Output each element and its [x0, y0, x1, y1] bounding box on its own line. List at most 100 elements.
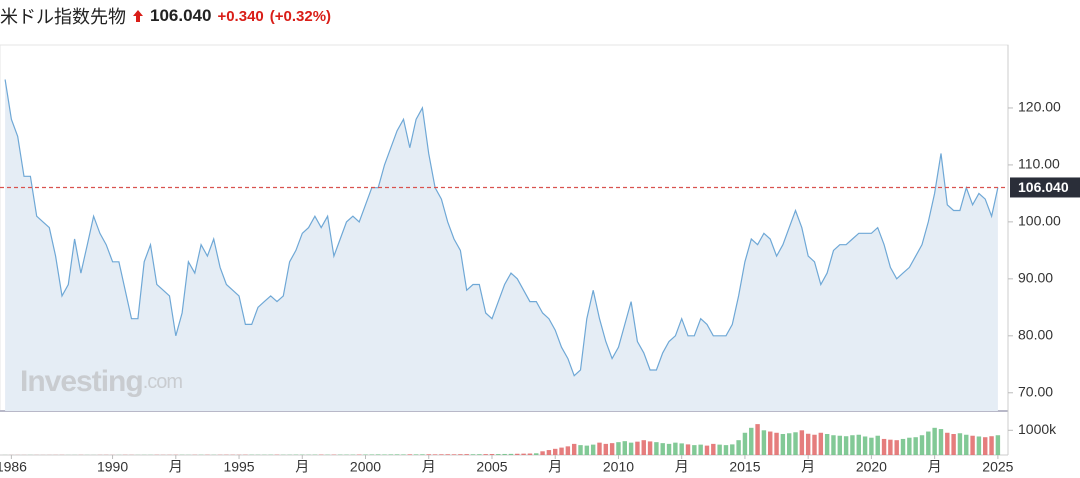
volume-tick-label: 1000k	[1018, 421, 1057, 437]
volume-bar	[805, 433, 811, 455]
volume-bar	[451, 454, 457, 455]
x-tick-label: 2025	[982, 459, 1013, 475]
volume-bar	[768, 431, 773, 455]
watermark-suffix: .com	[143, 371, 183, 393]
volume-bar	[907, 437, 912, 455]
volume-bar	[515, 453, 520, 455]
x-tick-label: 月	[422, 459, 436, 475]
instrument-name: 米ドル指数先物	[0, 7, 126, 28]
x-tick-label: 1990	[97, 459, 128, 475]
volume-bar	[736, 440, 741, 455]
x-tick-label: 月	[928, 459, 942, 475]
volume-bar	[723, 445, 729, 455]
y-tick-label: 70.00	[1018, 383, 1053, 399]
current-price-box	[1010, 177, 1080, 198]
x-tick-label: 2000	[350, 459, 381, 475]
volume-bar	[856, 434, 861, 455]
x-tick-label: 月	[801, 459, 815, 475]
volume-bar	[812, 434, 817, 455]
volume-bar	[742, 432, 748, 455]
volume-bar	[540, 451, 545, 455]
volume-bar	[704, 445, 710, 455]
volume-bar	[913, 437, 918, 455]
volume-bar	[730, 444, 735, 455]
volume-bar	[477, 454, 482, 455]
volume-bar	[831, 435, 836, 455]
volume-bar	[458, 454, 463, 455]
volume-bar	[571, 443, 577, 455]
volume-bar	[818, 432, 824, 455]
volume-bar	[420, 454, 425, 455]
x-tick-label: 月	[169, 459, 183, 475]
volume-bar	[628, 442, 634, 455]
volume-bar	[394, 454, 400, 455]
volume-bar	[824, 434, 830, 455]
volume-bar	[983, 437, 988, 455]
volume-bar	[553, 448, 558, 455]
volume-bar	[445, 454, 450, 455]
volume-bar	[616, 442, 621, 455]
volume-bar	[685, 444, 691, 455]
volume-bar	[698, 444, 703, 455]
volume-bar	[749, 427, 754, 455]
volume-bar	[647, 441, 653, 455]
volume-bar	[407, 454, 412, 455]
volume-bar	[919, 435, 925, 455]
volume-bar	[951, 434, 956, 455]
volume-bar	[432, 454, 438, 455]
x-tick-label: 1986	[0, 459, 27, 475]
volume-bar	[534, 453, 539, 455]
volume-bar	[843, 436, 849, 455]
y-tick-label: 90.00	[1018, 270, 1053, 286]
volume-bar	[660, 443, 665, 455]
volume-bar	[799, 430, 805, 455]
volume-bar	[692, 445, 697, 455]
volume-bar	[673, 442, 678, 455]
volume-bar	[945, 432, 950, 455]
last-price: 106.040	[150, 6, 212, 25]
volume-bar	[597, 442, 602, 455]
volume-bar	[388, 454, 394, 455]
volume-bar	[502, 453, 507, 455]
volume-bar	[375, 454, 381, 455]
volume-bar	[761, 430, 767, 455]
volume-bar	[666, 443, 672, 455]
volume-bar	[426, 454, 431, 455]
y-tick-label: 80.00	[1018, 327, 1053, 343]
volume-bar	[900, 438, 906, 455]
volume-bar	[470, 454, 476, 455]
volume-bar	[546, 450, 552, 455]
volume-bar	[603, 443, 609, 455]
x-tick-label: 2020	[856, 459, 887, 475]
up-arrow	[133, 10, 143, 22]
volume-bar	[578, 445, 583, 455]
volume-bar	[869, 437, 874, 455]
volume-bar	[926, 431, 931, 455]
volume-bar	[622, 441, 627, 455]
volume-bar	[711, 443, 716, 455]
volume-bar	[837, 435, 843, 455]
x-tick-label: 2015	[729, 459, 760, 475]
volume-bar	[559, 447, 564, 455]
volume-bar	[483, 454, 488, 455]
volume-bar	[584, 445, 590, 455]
volume-bar	[496, 454, 501, 455]
volume-bar	[875, 435, 880, 455]
volume-bar	[786, 433, 792, 455]
watermark-brand: Investing	[20, 365, 143, 398]
volume-bar	[894, 440, 899, 455]
watermark: Investing.com	[20, 365, 182, 398]
y-tick-label: 110.00	[1018, 156, 1060, 172]
volume-bar	[609, 443, 615, 455]
volume-bar	[508, 453, 514, 455]
volume-bar	[881, 438, 887, 455]
x-tick-label: 月	[548, 459, 562, 475]
volume-bar	[527, 453, 533, 455]
volume-bar	[976, 436, 982, 455]
current-price-label: 106.040	[1018, 179, 1069, 195]
y-tick-label: 100.00	[1018, 213, 1061, 229]
volume-bar	[989, 436, 994, 455]
price-line	[4, 79, 999, 377]
